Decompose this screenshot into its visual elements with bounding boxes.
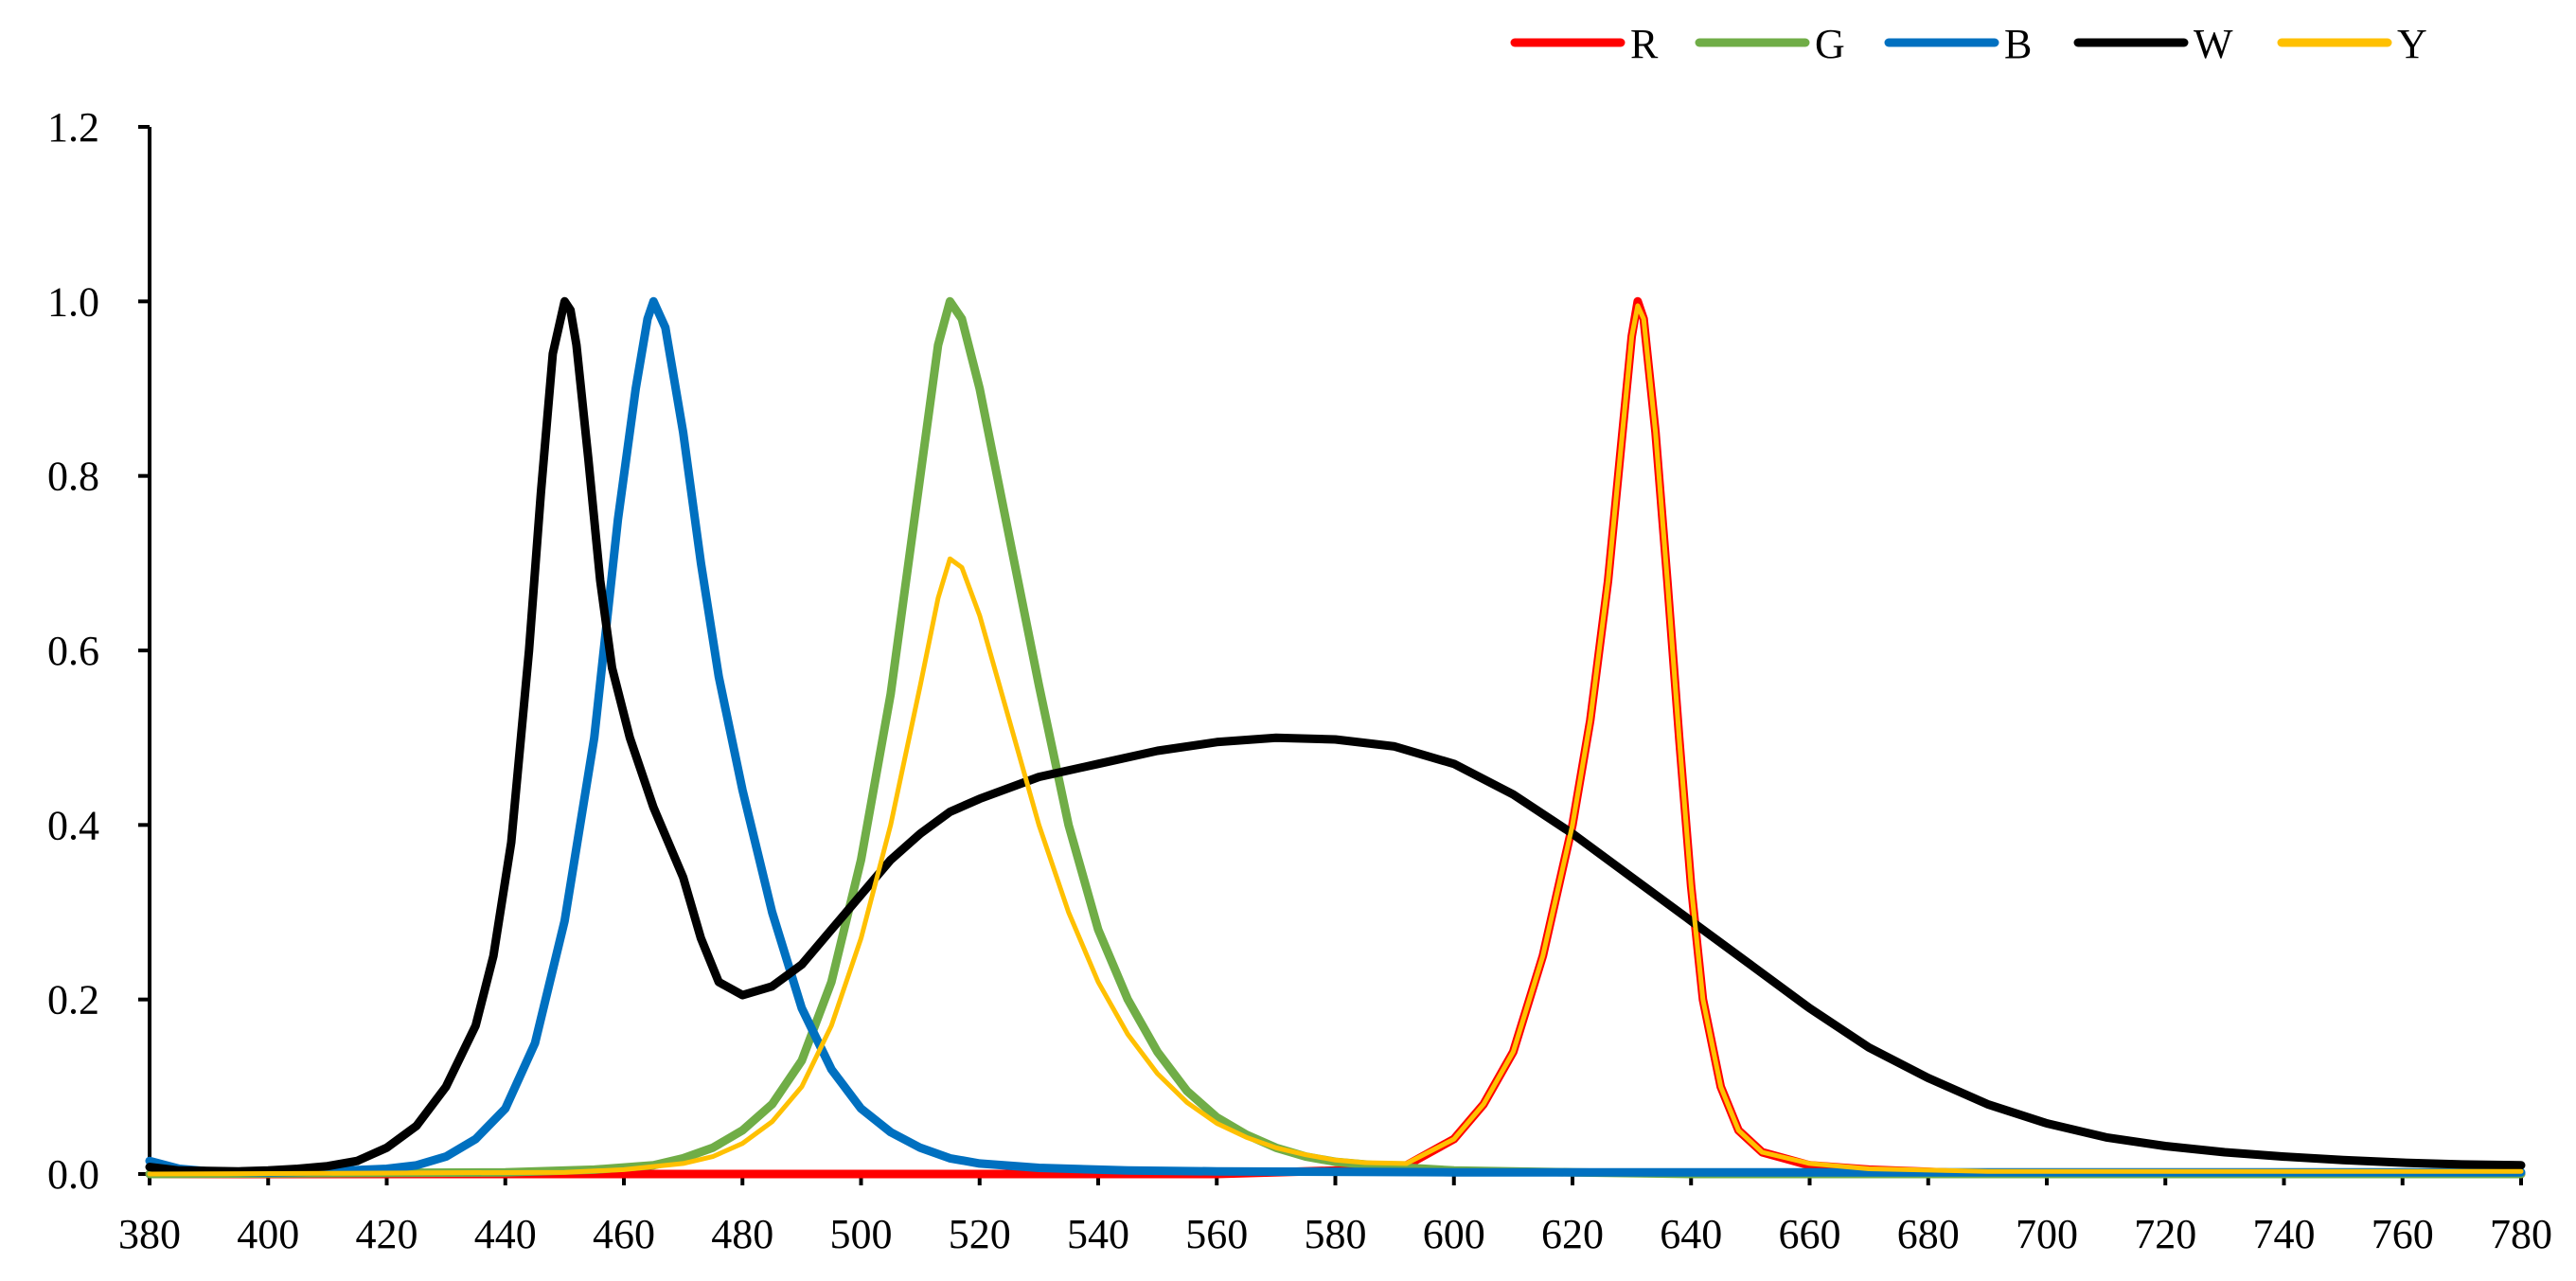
x-tick-label: 480	[711, 1211, 773, 1257]
legend-label: Y	[2397, 21, 2427, 67]
x-tick-label: 560	[1185, 1211, 1248, 1257]
x-tick-label: 580	[1305, 1211, 1367, 1257]
x-tick-label: 460	[593, 1211, 655, 1257]
series-line-b	[145, 296, 2526, 1177]
x-tick-label: 400	[237, 1211, 299, 1257]
x-tick-label: 500	[830, 1211, 893, 1257]
y-tick-label: 1.0	[47, 278, 99, 325]
series-line-w	[145, 296, 2526, 1176]
legend-item-b: B	[1884, 21, 2032, 67]
legend-item-r: R	[1510, 21, 1659, 67]
x-tick-label: 620	[1541, 1211, 1604, 1257]
y-axis: 0.0 0.2 0.4 0.6 0.8 1.0 1.2	[47, 104, 151, 1198]
series-group	[145, 296, 2526, 1179]
legend-item-w: W	[2073, 21, 2233, 67]
y-tick-label: 1.2	[47, 104, 99, 151]
legend-label: R	[1630, 21, 1659, 67]
legend-label: G	[1815, 21, 1845, 67]
legend-item-g: G	[1695, 21, 1845, 67]
y-tick-label: 0.0	[47, 1151, 99, 1198]
x-tick-label: 380	[118, 1211, 181, 1257]
x-tick-label: 680	[1897, 1211, 1960, 1257]
y-tick-label: 0.6	[47, 628, 99, 674]
x-tick-label: 720	[2134, 1211, 2196, 1257]
legend-item-y: Y	[2277, 21, 2427, 67]
x-tick-label: 520	[949, 1211, 1011, 1257]
x-tick-label: 780	[2490, 1211, 2552, 1257]
x-tick-label: 420	[356, 1211, 418, 1257]
series-line-y	[147, 303, 2524, 1177]
x-tick-label: 740	[2253, 1211, 2316, 1257]
legend-label: W	[2194, 21, 2233, 67]
x-tick-label: 600	[1423, 1211, 1485, 1257]
y-tick-label: 0.4	[47, 802, 99, 848]
y-tick-label: 0.8	[47, 454, 99, 500]
y-tick-label: 0.2	[47, 977, 99, 1023]
x-tick-label: 440	[474, 1211, 537, 1257]
x-axis: 380 400 420 440 460 480 500 520 540 560 580 600 620 6…	[118, 1172, 2552, 1257]
x-tick-label: 700	[2016, 1211, 2078, 1257]
x-tick-label: 640	[1660, 1211, 1722, 1257]
x-tick-label: 540	[1067, 1211, 1129, 1257]
legend-label: B	[2004, 21, 2032, 67]
x-tick-label: 760	[2372, 1211, 2434, 1257]
x-tick-label: 660	[1779, 1211, 1841, 1257]
